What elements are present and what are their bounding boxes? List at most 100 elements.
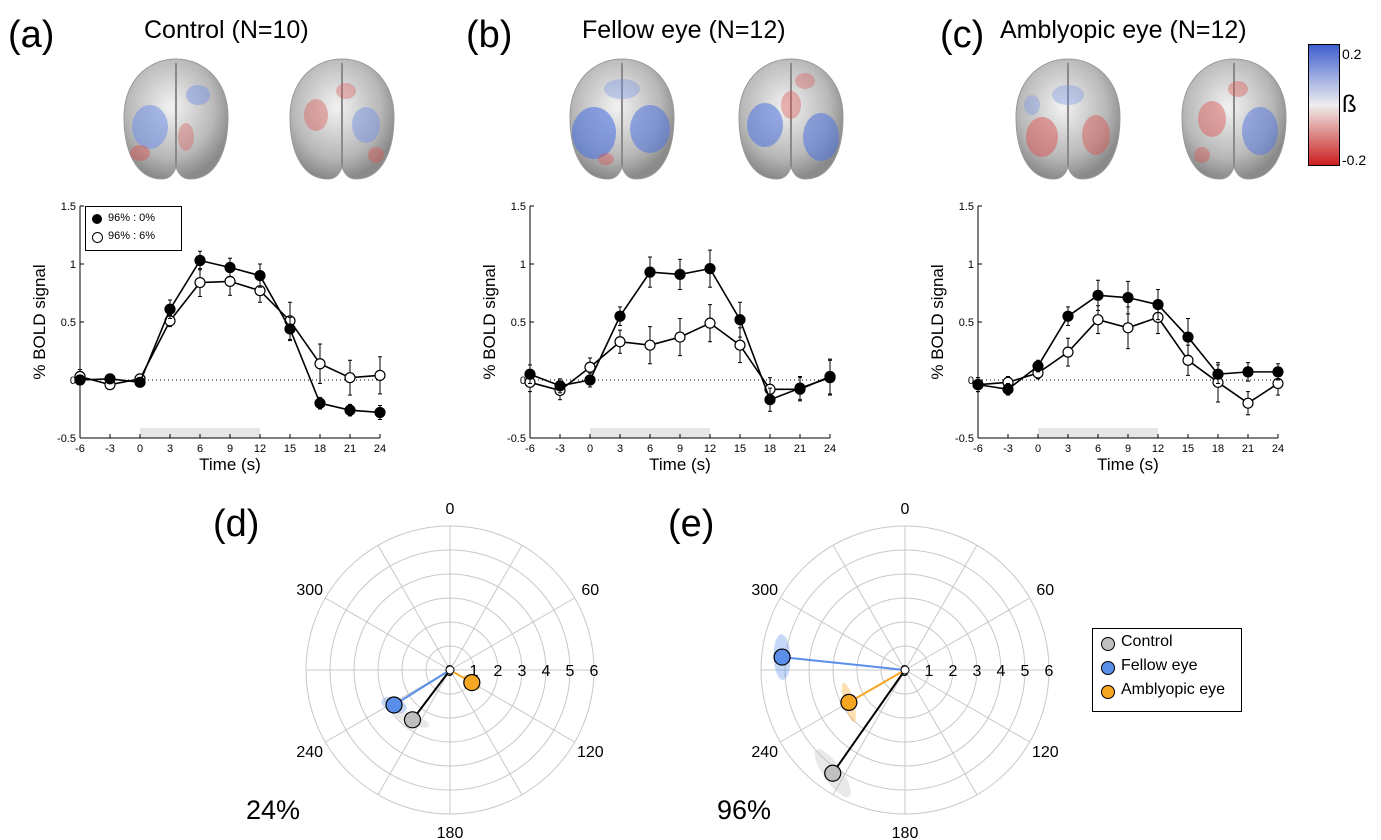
colorbar-max-label: 0.2 [1342, 46, 1362, 62]
data-point [734, 314, 746, 326]
data-point [374, 406, 386, 419]
angle-label: 60 [1036, 582, 1054, 599]
y-tick-label: 1.5 [511, 201, 526, 213]
phase-vector [411, 669, 451, 721]
data-point [463, 674, 481, 692]
data-point [194, 254, 206, 267]
polar-chart-d: 0601201802403000123456 [296, 501, 604, 840]
data-point [1122, 322, 1134, 334]
y-tick-label: 1.5 [959, 201, 974, 213]
x-tick-label: 9 [1125, 443, 1131, 455]
x-tick-label: 12 [1152, 443, 1164, 455]
data-point [104, 373, 116, 385]
angle-label: 180 [437, 825, 464, 840]
x-tick-label: 9 [677, 443, 683, 455]
data-point [704, 317, 716, 329]
phase-vector [393, 669, 451, 706]
angle-label: 60 [581, 582, 599, 599]
data-point [1062, 346, 1074, 358]
x-tick-label: 15 [734, 443, 746, 455]
x-axis-label: Time (s) [1097, 455, 1159, 474]
panel-title-b: Fellow eye (N=12) [582, 16, 786, 44]
y-tick-label: 0.5 [61, 317, 76, 329]
x-tick-label: 9 [227, 443, 233, 455]
data-point [224, 275, 236, 288]
y-tick-label: 0 [70, 375, 76, 387]
data-point [224, 261, 236, 274]
data-point [1002, 383, 1014, 395]
x-tick-label: -3 [105, 443, 115, 455]
polar-spoke [449, 597, 575, 671]
y-tick-label: -0.5 [57, 433, 76, 445]
x-tick-label: 3 [167, 443, 173, 455]
data-point [764, 394, 776, 406]
legend-label-control: Control [1121, 633, 1173, 650]
polar-spoke [904, 545, 978, 671]
angle-label: 180 [892, 825, 919, 840]
data-point [284, 323, 296, 335]
data-point [674, 331, 686, 343]
legend-dot-fellow-eye [1101, 661, 1115, 675]
brain-image-c-right [1181, 58, 1287, 180]
y-tick-label: 1 [968, 259, 974, 271]
data-point [194, 276, 206, 289]
x-tick-label: 6 [647, 443, 653, 455]
y-axis-label: % BOLD signal [480, 264, 499, 379]
polar-spoke [377, 669, 451, 795]
contrast-label-e: 96% [717, 795, 772, 825]
radius-label: 5 [1021, 663, 1030, 680]
data-point [1092, 314, 1104, 326]
polar-spoke [832, 545, 906, 671]
data-point [314, 397, 326, 409]
y-tick-label: -0.5 [955, 433, 974, 445]
radius-label: 3 [518, 663, 527, 680]
data-point [674, 268, 686, 281]
stimulus-block [590, 428, 710, 438]
data-point [840, 693, 858, 711]
data-point [74, 374, 86, 386]
angle-label: 240 [751, 744, 778, 761]
x-tick-label: 12 [254, 443, 266, 455]
x-tick-label: -3 [1003, 443, 1013, 455]
polar-origin [445, 665, 455, 675]
x-tick-label: 24 [374, 443, 386, 455]
polar-spoke [449, 545, 523, 671]
line-legend: 96% : 0% 96% : 6% [85, 206, 182, 251]
colorbar-gradient [1309, 45, 1339, 165]
x-tick-label: -6 [75, 443, 85, 455]
data-point [314, 358, 326, 370]
panel-title-a: Control (N=10) [144, 16, 309, 44]
data-point [134, 376, 146, 388]
polar-spoke [904, 669, 1030, 743]
data-point [972, 379, 984, 391]
angle-label: 300 [296, 582, 323, 599]
polar-spoke [904, 597, 1030, 671]
x-tick-label: 24 [824, 443, 836, 455]
data-point [164, 303, 176, 315]
panel-letter-b: (b) [466, 14, 513, 56]
y-tick-label: 0.5 [511, 317, 526, 329]
legend-label-amblyopic-eye: Amblyopic eye [1121, 681, 1226, 698]
angle-label: 0 [446, 501, 455, 518]
data-point [1062, 310, 1074, 322]
data-point [554, 380, 566, 392]
data-point [1122, 292, 1134, 304]
data-point [1092, 289, 1104, 301]
phase-vector [781, 656, 906, 671]
x-tick-label: 0 [1035, 443, 1041, 455]
radius-label: 3 [973, 663, 982, 680]
angle-label: 120 [577, 744, 604, 761]
brain-image-b-right [738, 58, 844, 180]
legend-marker-open [92, 232, 103, 243]
x-axis-label: Time (s) [649, 455, 711, 474]
x-tick-label: 18 [764, 443, 776, 455]
data-point [734, 339, 746, 351]
angle-label: 120 [1032, 744, 1059, 761]
polar-spoke [325, 597, 451, 671]
polar-chart-e: 0601201802403000123456 [751, 501, 1059, 840]
x-tick-label: 18 [314, 443, 326, 455]
colorbar-beta-symbol: ß [1342, 91, 1357, 118]
data-point [1242, 397, 1254, 409]
x-tick-label: 15 [1182, 443, 1194, 455]
radius-label: 4 [997, 663, 1006, 680]
